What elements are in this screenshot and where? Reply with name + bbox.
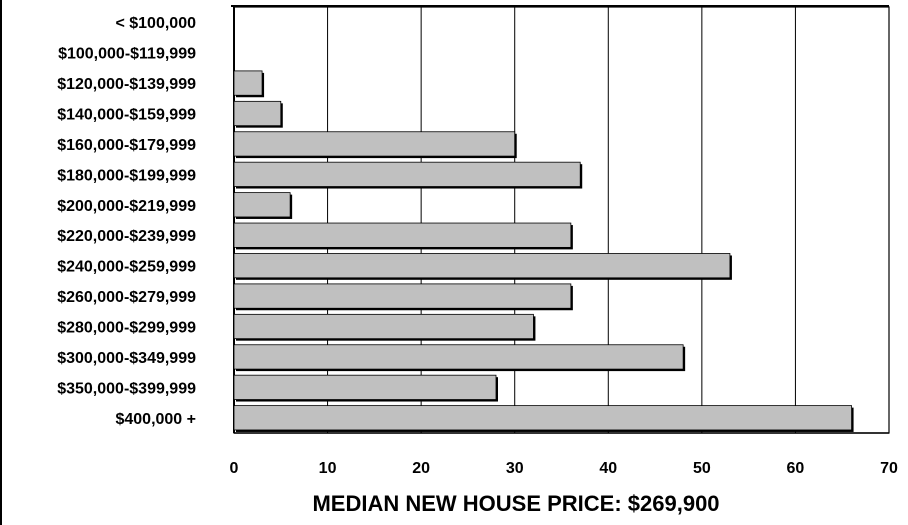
bar [233, 313, 534, 340]
category-label: $240,000-$259,999 [57, 259, 196, 276]
category-label: $120,000-$139,999 [57, 76, 196, 93]
x-tick-label: 40 [599, 460, 617, 477]
category-labels: < $100,000 $100,000-$119,999 $120,000-$139… [57, 15, 196, 428]
category-label: $280,000-$299,999 [57, 320, 196, 337]
x-tick-label: 50 [693, 460, 711, 477]
x-tick-label: 10 [319, 460, 337, 477]
category-label: $260,000-$279,999 [57, 289, 196, 306]
bar [233, 131, 516, 157]
category-label: $160,000-$179,999 [57, 137, 196, 154]
bar [233, 344, 684, 370]
bar [233, 405, 852, 431]
category-label: $400,000 + [115, 411, 196, 428]
category-label: $350,000-$399,999 [57, 380, 196, 397]
bar [233, 70, 263, 96]
x-tick-label: 30 [506, 460, 524, 477]
x-tick-label: 60 [787, 460, 805, 477]
x-tick-label: 0 [230, 460, 239, 477]
bar [233, 253, 731, 279]
bar [233, 222, 572, 248]
bar [233, 161, 581, 187]
category-label: $300,000-$349,999 [57, 350, 196, 367]
category-label: $200,000-$219,999 [57, 198, 196, 215]
category-label: $220,000-$239,999 [57, 228, 196, 245]
category-label: $140,000-$159,999 [57, 107, 196, 124]
category-label: $180,000-$199,999 [57, 167, 196, 184]
bar [233, 283, 572, 309]
x-tick-label: 20 [412, 460, 430, 477]
bars [233, 70, 854, 432]
x-tick-label: 70 [880, 460, 898, 477]
x-tick-labels: 0 10 20 30 40 50 60 70 [230, 460, 898, 477]
frame-left-border [0, 0, 2, 525]
bar [233, 192, 291, 218]
category-label: < $100,000 [115, 15, 196, 32]
category-label: $100,000-$119,999 [58, 46, 196, 63]
bar [233, 100, 282, 127]
bar [233, 374, 497, 400]
x-axis-label: MEDIAN NEW HOUSE PRICE: $269,900 [312, 491, 719, 516]
